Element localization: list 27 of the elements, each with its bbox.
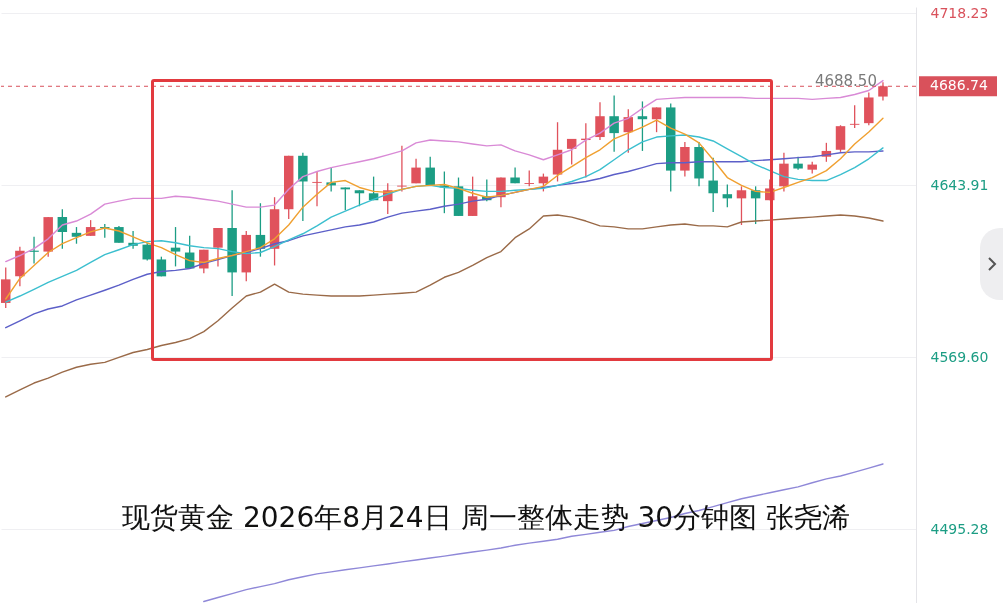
candlestick bbox=[779, 152, 789, 193]
candlestick bbox=[680, 141, 690, 178]
candlestick bbox=[835, 124, 846, 153]
candlestick bbox=[397, 145, 407, 193]
candlestick bbox=[708, 156, 718, 213]
y-tick-label: 4643.91 bbox=[930, 176, 989, 193]
line-series bbox=[5, 214, 884, 398]
candlestick bbox=[213, 227, 223, 268]
y-tick-label: 4718.23 bbox=[930, 4, 989, 21]
ref-line-label: 4686.74 bbox=[930, 77, 988, 94]
candlestick bbox=[736, 185, 747, 226]
annotation: 4688.50 bbox=[814, 72, 877, 91]
y-tick-label: 4495.28 bbox=[930, 520, 989, 537]
candlestick bbox=[595, 101, 605, 141]
candlestick bbox=[170, 226, 181, 268]
y-tick-label: 4569.60 bbox=[930, 348, 989, 365]
candlestick bbox=[340, 186, 351, 211]
candlestick bbox=[849, 104, 860, 129]
candlestick bbox=[722, 183, 733, 208]
candlestick bbox=[510, 166, 520, 184]
candlestick bbox=[425, 156, 435, 187]
candlestick bbox=[651, 106, 662, 133]
candlestick bbox=[609, 94, 619, 153]
candlestick bbox=[312, 170, 322, 207]
candlestick bbox=[637, 100, 648, 152]
candlestick bbox=[411, 158, 421, 184]
text: 现货黄金 2026年8月24日 周一整体走势 30分钟图 张尧浠 bbox=[122, 501, 850, 534]
